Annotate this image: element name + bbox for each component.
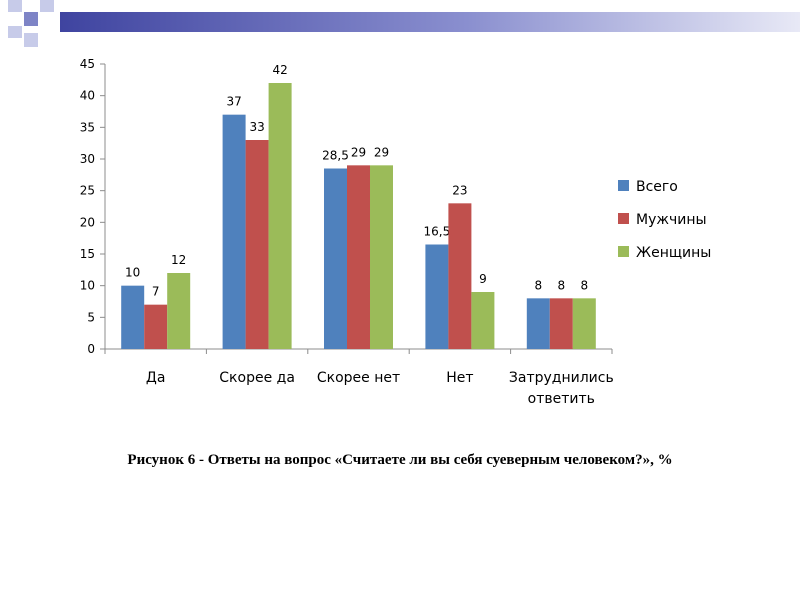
data-label: 29	[374, 145, 389, 159]
data-label: 29	[351, 145, 366, 159]
figure-caption: Рисунок 6 - Ответы на вопрос «Считаете л…	[127, 452, 673, 468]
data-label: 8	[557, 278, 565, 292]
decor-square	[8, 26, 22, 38]
bar	[448, 203, 472, 349]
data-label: 42	[272, 63, 287, 77]
bar	[144, 304, 168, 349]
data-label: 8	[580, 278, 588, 292]
y-tick-label: 45	[80, 57, 95, 71]
legend-swatch	[618, 213, 629, 224]
decor-square	[24, 12, 38, 26]
bar	[526, 298, 550, 349]
header-gradient-bar	[60, 12, 800, 32]
legend-label: Мужчины	[636, 212, 707, 228]
y-tick-label: 10	[80, 279, 95, 293]
bar	[370, 165, 393, 349]
bar	[471, 292, 495, 349]
y-tick-label: 35	[80, 120, 95, 134]
y-tick-label: 25	[80, 184, 95, 198]
data-label: 16,5	[424, 225, 451, 239]
bar-chart: 0 5 10 15 20 25 30 35 40 45 10 7 12 Да 37 33 42 Скорее да…	[80, 57, 712, 407]
data-label: 9	[479, 272, 487, 286]
data-label: 28,5	[322, 149, 349, 163]
bar	[245, 140, 269, 349]
decor-square	[40, 0, 54, 12]
y-tick-label: 30	[80, 152, 95, 166]
data-label: 10	[125, 266, 140, 280]
data-label: 37	[226, 95, 241, 109]
legend-label: Женщины	[636, 245, 711, 261]
bar	[324, 168, 347, 349]
category-label: Скорее нет	[317, 370, 400, 386]
y-tick-label: 0	[87, 342, 95, 356]
data-label: 23	[452, 183, 467, 197]
category-label: Скорее да	[219, 370, 295, 386]
category-label: Нет	[446, 370, 473, 386]
category-label: ответить	[528, 391, 595, 407]
y-tick-label: 40	[80, 89, 95, 103]
y-tick-label: 15	[80, 247, 95, 261]
bar	[347, 165, 370, 349]
bar	[425, 244, 449, 349]
slide-decoration	[8, 0, 800, 47]
bar	[549, 298, 573, 349]
bar	[222, 114, 246, 350]
data-label: 12	[171, 253, 186, 267]
y-tick-label: 20	[80, 215, 95, 229]
legend-label: Всего	[636, 179, 678, 195]
category-label: Затруднились	[509, 370, 614, 386]
decor-square	[24, 33, 38, 47]
bar	[268, 83, 292, 349]
data-label: 7	[152, 285, 160, 299]
category-label: Да	[146, 370, 166, 386]
data-label: 8	[534, 278, 542, 292]
legend-swatch	[618, 246, 629, 257]
legend-swatch	[618, 180, 629, 191]
bar	[121, 285, 145, 349]
data-label: 33	[249, 120, 264, 134]
bar	[572, 298, 596, 349]
bar	[167, 273, 191, 349]
decor-square	[8, 0, 22, 12]
y-tick-label: 5	[87, 310, 95, 324]
